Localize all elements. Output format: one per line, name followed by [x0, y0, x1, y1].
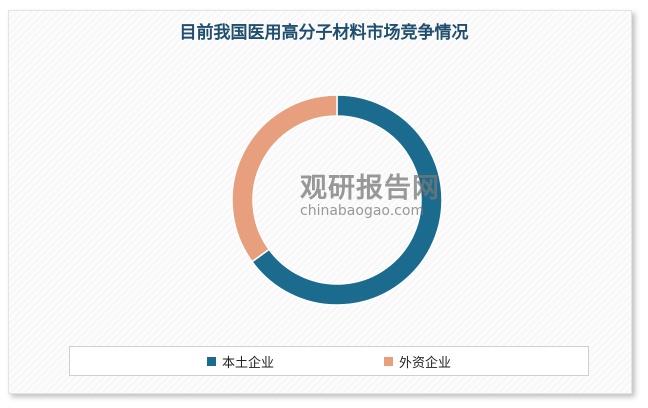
watermark-cn: 观研报告网	[300, 173, 440, 204]
legend-label: 本土企业	[221, 355, 274, 371]
donut-slice-1	[251, 94, 443, 306]
donut-slice-2	[231, 94, 338, 263]
legend-item: 本土企业	[206, 352, 274, 371]
watermark-en: chinabaogao.com	[300, 203, 425, 219]
legend-item: 外资企业	[384, 352, 451, 371]
chart-card	[8, 10, 632, 394]
chart-title: 目前我国医用高分子材料市场竞争情况	[179, 23, 469, 43]
legend-label: 外资企业	[399, 355, 452, 371]
watermark: 观研报告网 chinabaogao.com	[300, 166, 440, 219]
legend: 本土企业 外资企业	[69, 346, 589, 376]
legend-swatch	[206, 356, 216, 366]
legend-swatch	[384, 356, 393, 366]
